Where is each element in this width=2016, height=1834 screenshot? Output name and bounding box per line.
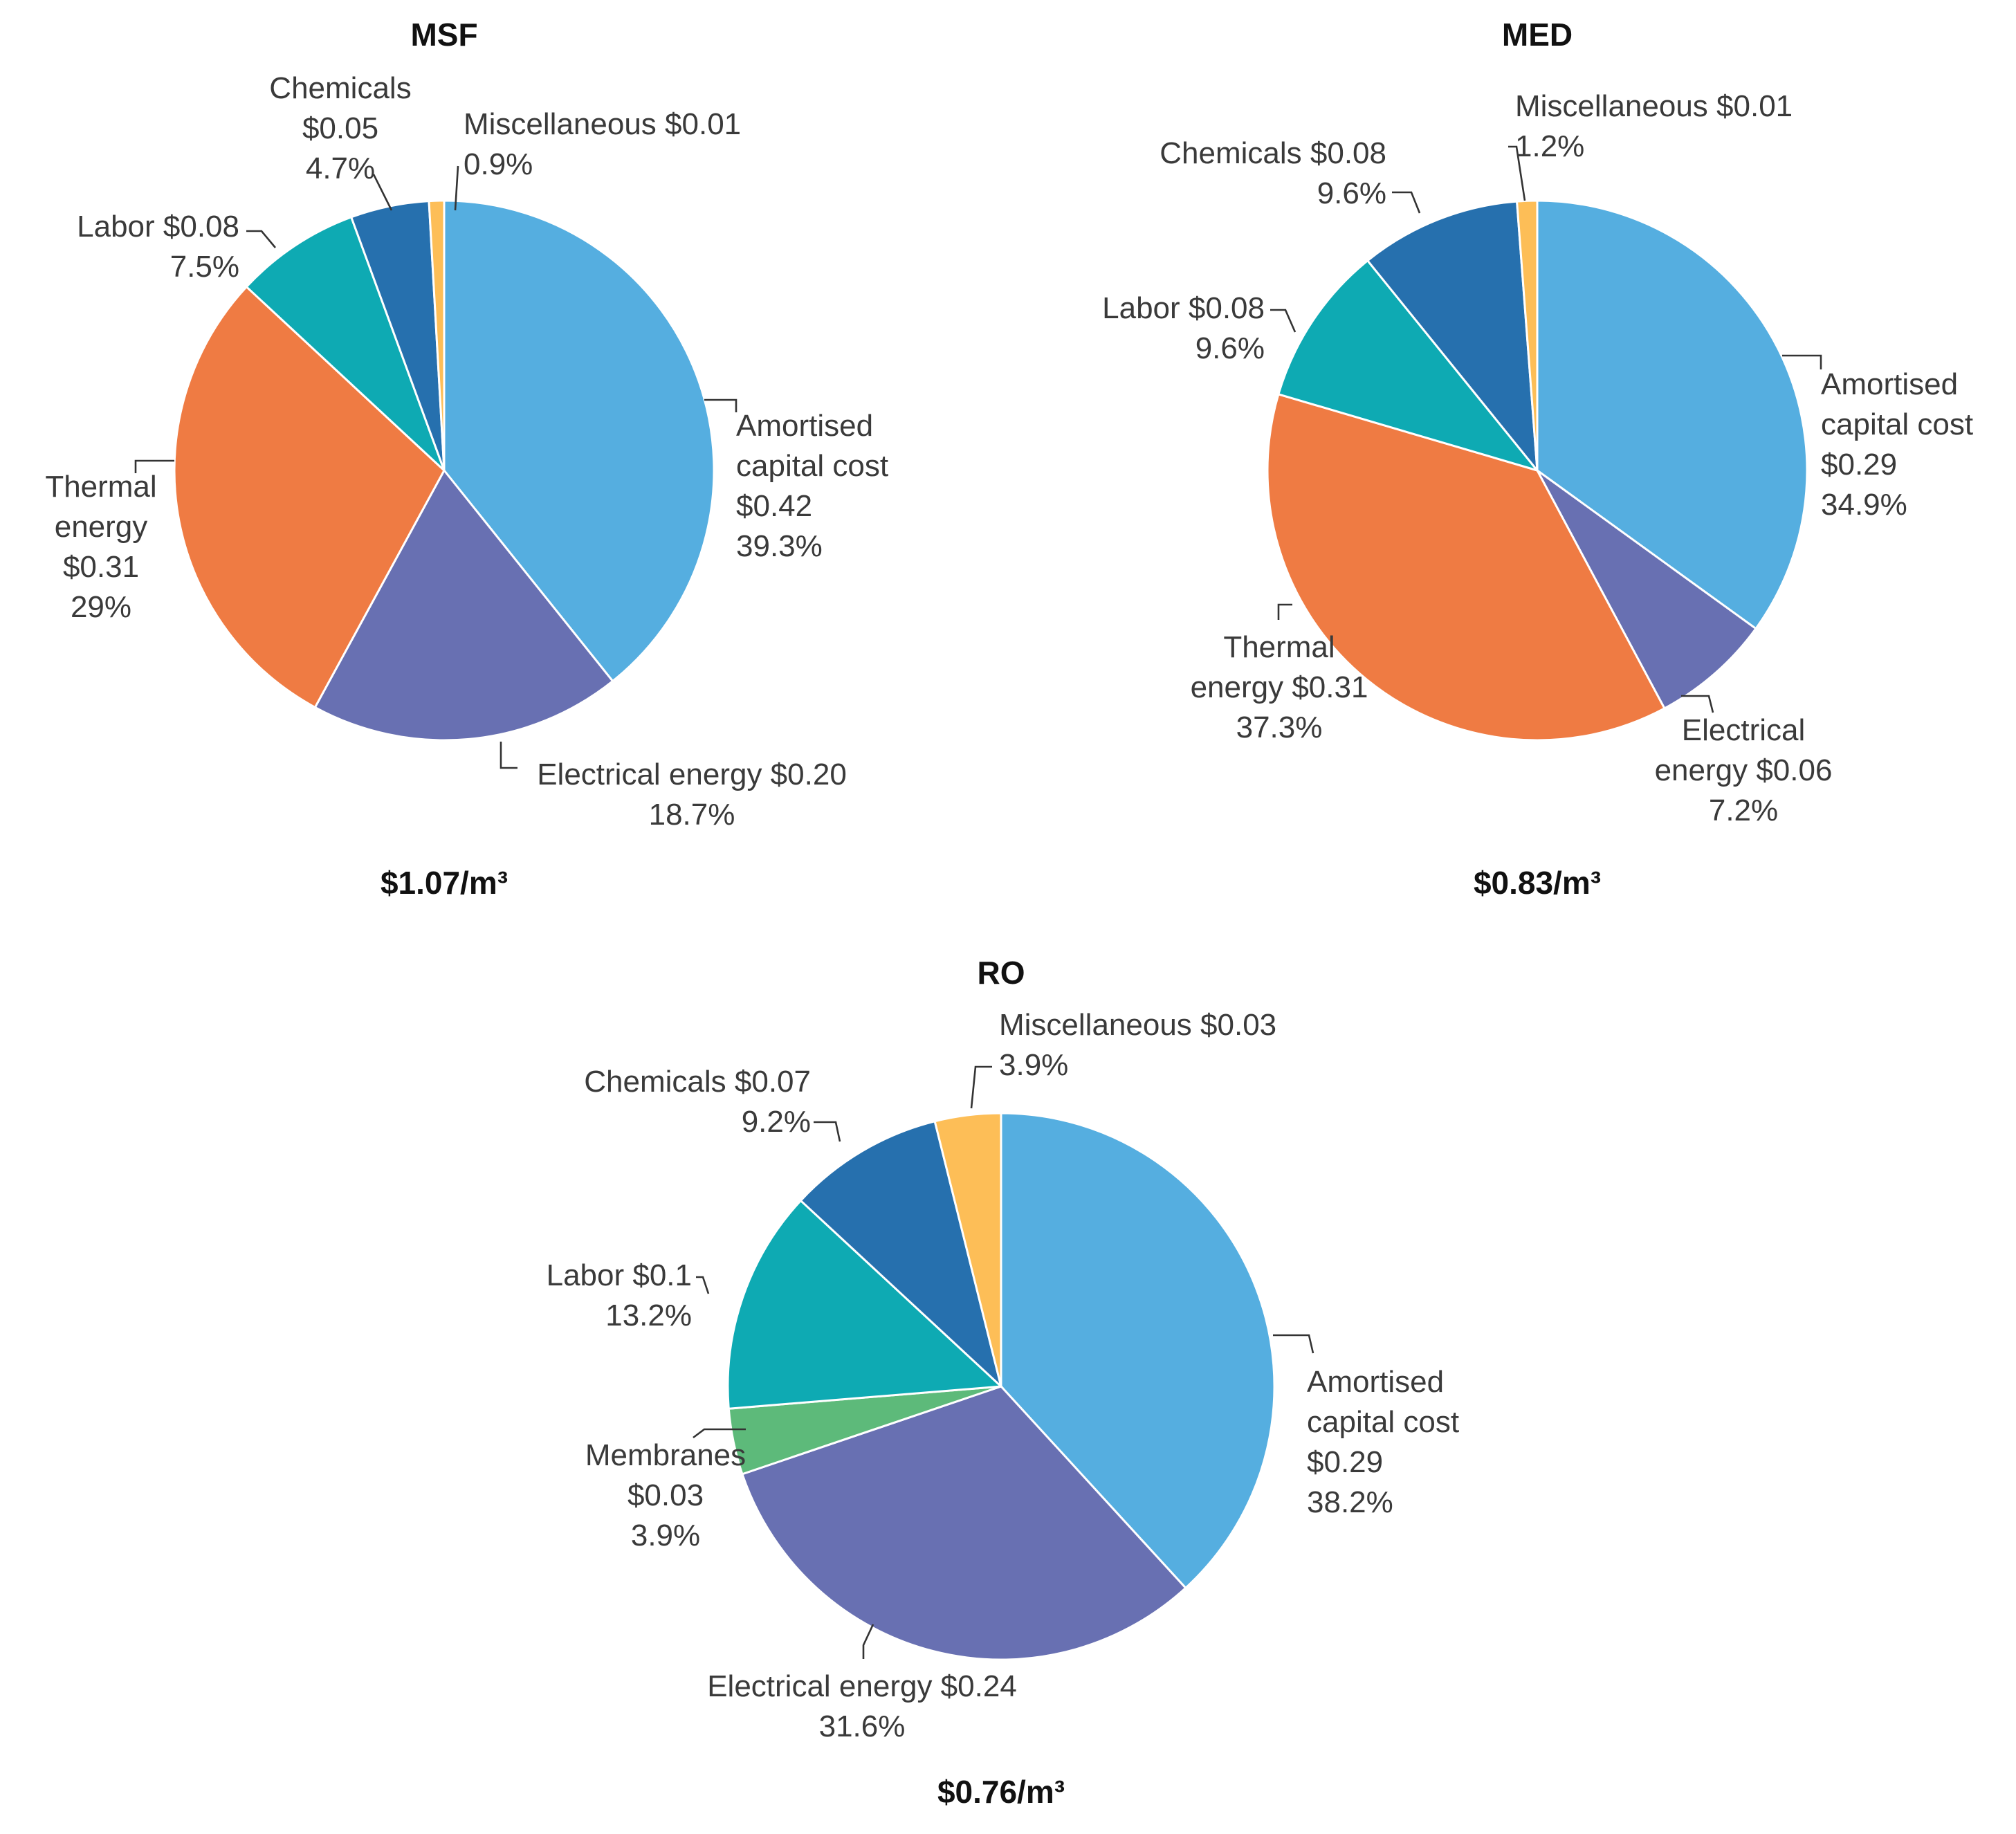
leader-line-electrical — [862, 1624, 874, 1659]
pie-slice-misc — [1515, 199, 1539, 471]
slice-label-electrical: Electrical energy $0.20 18.7% — [537, 758, 847, 832]
leader-line-capital — [704, 398, 737, 412]
pie-slice-labor — [245, 215, 446, 472]
pie-slice-electrical — [1536, 469, 1758, 710]
leader-line-chemicals — [814, 1121, 841, 1142]
pie-slice-misc — [933, 1112, 1002, 1387]
leader-line-misc — [970, 1065, 992, 1109]
pie-slice-capital — [443, 199, 715, 683]
chart-total-cost: $0.83/m³ — [1474, 865, 1601, 901]
leader-line-electrical — [500, 742, 517, 769]
pie-chart-med: MED Amortised capital cost $0.29 34.9% Electr… — [1102, 17, 1973, 901]
slice-label-misc: Miscellaneous $0.01 1.2% — [1515, 89, 1793, 163]
leader-line-thermal — [1277, 603, 1292, 620]
leader-line-capital — [1273, 1334, 1314, 1354]
slice-label-chemicals: Chemicals $0.05 4.7% — [269, 71, 411, 185]
slice-label-thermal: Thermal energy $0.31 37.3% — [1191, 630, 1368, 744]
pie-slice-electrical — [740, 1385, 1187, 1661]
leader-line-membranes — [693, 1428, 746, 1439]
slice-label-capital: Amortised capital cost $0.29 38.2% — [1307, 1365, 1459, 1519]
pie-chart-msf: MSF Amortised capital cost $0.42 39.3% Electr… — [45, 17, 888, 901]
pie-slice-labor — [1277, 259, 1541, 473]
chart-title: RO — [978, 955, 1025, 991]
pie-slice-labor — [726, 1199, 1004, 1410]
slice-label-misc: Miscellaneous $0.01 0.9% — [464, 107, 741, 181]
leader-line-labor — [696, 1276, 710, 1294]
slice-label-chemicals: Chemicals $0.07 9.2% — [584, 1065, 811, 1139]
slice-label-labor: Labor $0.08 7.5% — [77, 210, 239, 284]
pie-slice-capital — [1000, 1112, 1276, 1590]
leader-line-misc — [1508, 145, 1526, 201]
slice-label-membranes: Membranes $0.03 3.9% — [585, 1438, 746, 1552]
leader-line-misc — [454, 165, 459, 211]
leader-line-capital — [1782, 354, 1822, 369]
leader-line-labor — [246, 230, 276, 248]
slice-label-capital: Amortised capital cost $0.42 39.3% — [736, 409, 888, 563]
pie-slice-misc — [428, 199, 446, 471]
pie-slice-capital — [1536, 199, 1808, 630]
slice-label-chemicals: Chemicals $0.08 9.6% — [1160, 136, 1386, 210]
pie-slice-chemicals — [1366, 200, 1539, 474]
pie-slice-thermal — [1266, 392, 1666, 742]
pie-slice-electrical — [313, 468, 614, 742]
slice-label-misc: Miscellaneous $0.03 3.9% — [999, 1008, 1276, 1082]
leader-line-labor — [1270, 309, 1296, 333]
slice-label-labor: Labor $0.08 9.6% — [1102, 291, 1265, 365]
slice-label-electrical: Electrical energy $0.06 7.2% — [1655, 713, 1833, 827]
chart-total-cost: $1.07/m³ — [381, 865, 508, 901]
slice-label-electrical: Electrical energy $0.24 31.6% — [707, 1669, 1017, 1743]
slice-label-labor: Labor $0.1 13.2% — [547, 1258, 692, 1332]
pie-slice-thermal — [173, 285, 446, 709]
chart-title: MED — [1502, 17, 1573, 53]
slice-label-capital: Amortised capital cost $0.29 34.9% — [1821, 367, 1973, 522]
slice-label-thermal: Thermal energy $0.31 29% — [45, 470, 156, 624]
leader-line-electrical — [1681, 695, 1714, 713]
pie-chart-ro: RO Amortised capital cost $0.29 38.2% Electri… — [547, 955, 1460, 1810]
chart-title: MSF — [410, 17, 477, 53]
chart-total-cost: $0.76/m³ — [937, 1774, 1065, 1810]
leader-line-chemicals — [372, 174, 393, 211]
leader-line-thermal — [134, 459, 174, 473]
leader-line-chemicals — [1392, 191, 1421, 214]
